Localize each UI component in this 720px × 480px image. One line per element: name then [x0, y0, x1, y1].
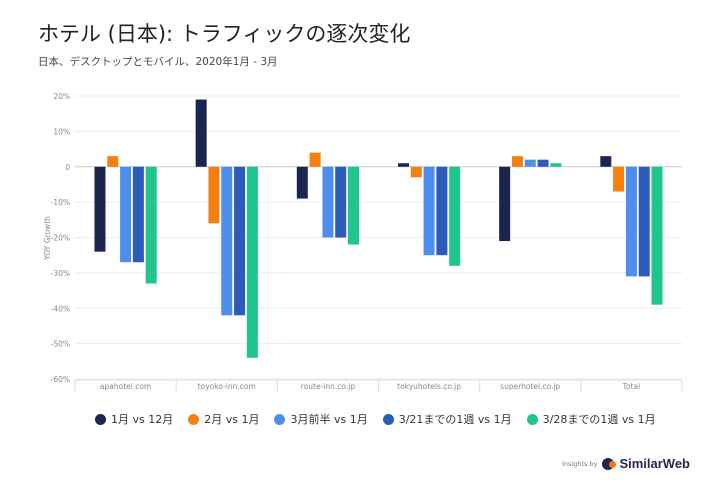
bar — [638, 166, 650, 277]
bar — [335, 166, 347, 238]
bar — [524, 159, 536, 167]
legend-label: 1月 vs 12月 — [111, 413, 174, 426]
bar — [397, 163, 409, 167]
legend-item[interactable]: 3/28までの1週 vs 1月 — [526, 411, 656, 427]
y-tick-label: -50% — [51, 340, 70, 349]
x-tick-label: superhotel.co.jp — [500, 382, 560, 391]
x-tick-label: Total — [622, 382, 641, 391]
y-tick-label: -30% — [51, 269, 70, 278]
bar — [208, 166, 220, 224]
bar — [296, 166, 308, 199]
bar — [309, 152, 321, 167]
x-tick-label: route-inn.co.jp — [301, 382, 356, 391]
legend-dot-icon — [188, 413, 200, 425]
x-tick-label: apahotel.com — [100, 382, 151, 391]
bar — [613, 166, 625, 192]
legend-label: 3/21までの1週 vs 1月 — [398, 413, 512, 426]
legend: 1月 vs 12月 2月 vs 1月 3月前半 vs 1月 3/21までの1週 vs … — [95, 411, 656, 427]
page-title: ホテル (日本): トラフィックの逐次変化 — [38, 22, 411, 46]
bar — [511, 156, 523, 167]
x-tick-label: toyoko-inn.com — [198, 382, 256, 391]
brand-name: SimilarWeb — [619, 456, 690, 471]
gridlines — [75, 95, 682, 380]
legend-dot-icon — [274, 413, 286, 425]
bar — [107, 156, 119, 167]
y-axis-label: YOY Growth — [43, 216, 52, 261]
brand-insights-text: Insights by — [561, 459, 598, 468]
bar — [499, 166, 511, 242]
y-tick-label: -60% — [51, 375, 70, 384]
y-tick-label: 10% — [53, 127, 70, 136]
bar — [423, 166, 435, 256]
bar — [348, 166, 360, 245]
legend-dot-icon — [526, 413, 538, 425]
bars — [94, 99, 663, 358]
legend-item[interactable]: 2月 vs 1月 — [188, 411, 259, 427]
bar — [145, 166, 157, 284]
bar — [436, 166, 448, 256]
bar — [120, 166, 132, 263]
bar — [132, 166, 144, 263]
bar — [221, 166, 233, 316]
legend-item[interactable]: 1月 vs 12月 — [95, 411, 173, 427]
bar — [246, 166, 258, 358]
bar — [625, 166, 637, 277]
bar — [537, 159, 549, 167]
y-tick-label: -10% — [51, 198, 70, 207]
y-tick-label: -20% — [51, 234, 70, 243]
bar — [195, 99, 207, 167]
bar — [94, 166, 106, 252]
y-tick-label: 0 — [65, 163, 70, 172]
page-subtitle: 日本、デスクトップとモバイル、2020年1月 - 3月 — [38, 56, 278, 68]
y-tick-label: -40% — [51, 304, 70, 313]
legend-label: 3/28までの1週 vs 1月 — [542, 413, 656, 426]
bar — [234, 166, 246, 316]
similarweb-logo-icon — [602, 457, 617, 470]
bar — [410, 166, 422, 178]
legend-label: 3月前半 vs 1月 — [290, 413, 368, 426]
legend-item[interactable]: 3/21までの1週 vs 1月 — [382, 411, 512, 427]
y-tick-label: 20% — [53, 92, 70, 101]
bar — [550, 163, 562, 167]
brand-footer: Insights by SimilarWeb — [562, 456, 690, 471]
bar — [322, 166, 334, 238]
axes: 20% 10% 0 -10% -20% -30% -40% -50% -60% YOY Growt… — [43, 92, 683, 392]
bar — [600, 156, 612, 167]
legend-dot-icon — [382, 413, 394, 425]
bar — [651, 166, 663, 305]
legend-item[interactable]: 3月前半 vs 1月 — [274, 411, 368, 427]
x-tick-label: tokyuhotels.co.jp — [397, 382, 461, 391]
bar — [449, 166, 461, 266]
legend-label: 2月 vs 1月 — [204, 413, 260, 426]
legend-dot-icon — [95, 413, 106, 425]
